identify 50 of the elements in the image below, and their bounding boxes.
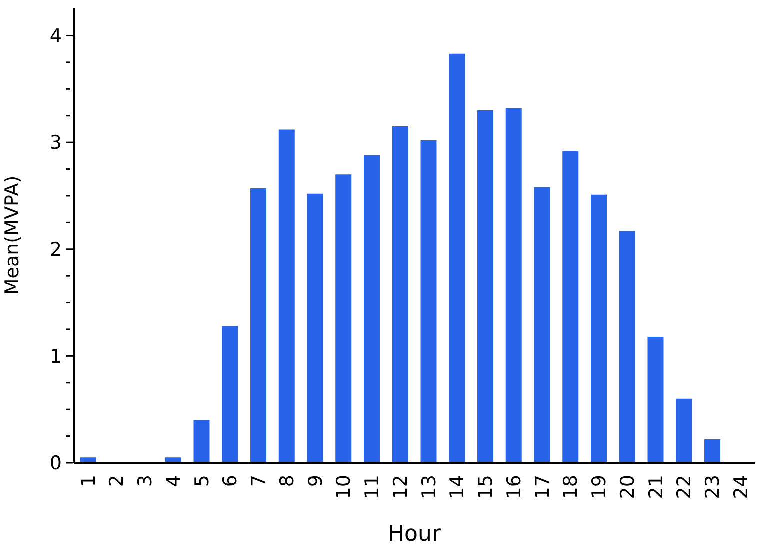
bar [590,194,607,463]
y-tick-label: 0 [50,452,62,475]
x-tick-label: 12 [390,475,412,500]
bar [534,187,550,463]
x-tick-label: 19 [588,475,611,500]
x-tick-label: 7 [248,475,270,488]
x-tick-label: 13 [418,475,440,500]
bar [506,108,522,463]
x-tick-label: 6 [220,475,242,488]
x-tick-label: 23 [702,475,724,500]
x-tick-label: 5 [191,475,214,488]
x-tick-label: 2 [106,475,128,488]
x-tick-label: 17 [532,475,554,500]
x-tick-label: 22 [674,475,696,500]
x-tick-label: 4 [162,475,185,488]
bar [420,140,437,463]
y-tick-label: 2 [50,239,62,262]
bar [477,110,494,463]
x-tick-label: 8 [276,475,298,488]
bar [648,336,664,463]
x-tick-label: 21 [645,475,668,500]
bar [194,420,210,463]
bar [364,155,380,463]
x-tick-label: 15 [475,475,498,500]
bar [704,440,720,463]
bar [307,194,324,463]
x-tick-label: 16 [503,475,526,500]
bar [278,130,295,463]
x-tick-label: 1 [78,475,100,488]
y-tick-label: 4 [50,25,62,48]
x-tick-label: 24 [730,475,752,500]
x-tick-label: 10 [333,475,356,500]
bar [449,54,466,463]
x-tick-label: 18 [560,475,582,500]
bar [676,398,692,463]
x-tick-label: 14 [446,475,469,500]
x-tick-label: 11 [362,475,384,500]
x-axis-title: Hour [388,522,442,545]
bar [562,151,579,463]
bar [619,231,636,463]
x-tick-label: 20 [616,475,639,500]
bar [250,188,266,463]
x-tick-label: 3 [134,475,157,488]
bar [392,126,408,463]
x-tick-label: 9 [304,475,327,488]
y-tick-label: 1 [50,346,62,368]
bar [222,326,238,463]
y-tick-label: 3 [50,132,62,154]
bar [336,174,352,463]
y-axis-title: Mean(MVPA) [2,176,24,296]
